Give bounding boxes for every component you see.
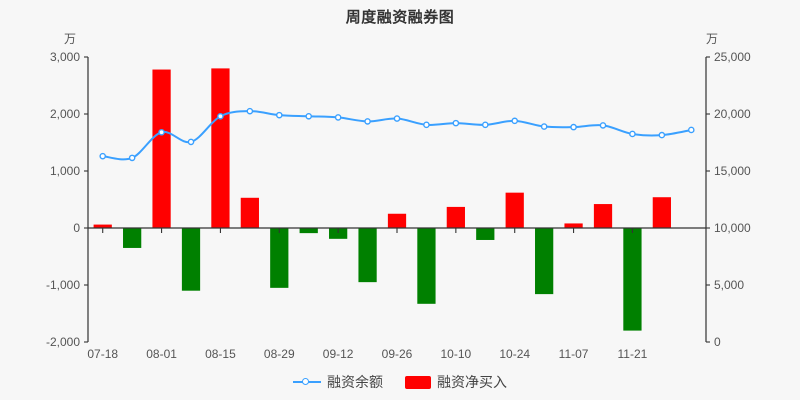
left-y-tick-label: 3,000 xyxy=(50,50,80,64)
line-data-point[interactable] xyxy=(158,128,165,136)
left-y-tick-label: -1,000 xyxy=(46,278,80,292)
bar-negative[interactable] xyxy=(623,228,642,331)
x-tick-label: 09-12 xyxy=(323,347,354,361)
line-data-point[interactable] xyxy=(305,112,313,120)
right-y-tick-label: 15,000 xyxy=(714,164,751,178)
left-y-tick-label: 2,000 xyxy=(50,107,80,121)
chart-title: 周度融资融券图 xyxy=(345,9,455,26)
line-data-point[interactable] xyxy=(275,111,283,119)
line-data-point[interactable] xyxy=(511,117,519,125)
x-tick-label: 08-01 xyxy=(146,347,177,361)
line-data-point[interactable] xyxy=(658,131,666,139)
right-y-tick-label: 5,000 xyxy=(714,278,744,292)
right-y-tick-label: 20,000 xyxy=(714,107,751,121)
x-tick-label: 10-24 xyxy=(499,347,530,361)
line-data-point[interactable] xyxy=(423,121,430,129)
bar-series-net-buy xyxy=(93,68,671,331)
bar-positive[interactable] xyxy=(240,197,259,228)
bar-positive[interactable] xyxy=(652,197,671,228)
bar-positive[interactable] xyxy=(593,204,613,228)
bar-positive[interactable] xyxy=(446,206,465,228)
line-data-point[interactable] xyxy=(629,130,636,138)
line-data-point[interactable] xyxy=(452,119,460,127)
bar-negative[interactable] xyxy=(181,228,201,291)
bar-negative[interactable] xyxy=(535,228,554,295)
left-y-tick-label: 0 xyxy=(73,221,80,235)
bar-negative[interactable] xyxy=(417,228,436,304)
bar-positive[interactable] xyxy=(564,223,583,228)
bar-negative[interactable] xyxy=(299,228,318,234)
chart-legend: 融资余额 融资净买入 xyxy=(0,372,800,392)
x-tick-label: 08-29 xyxy=(264,347,295,361)
x-tick-label: 08-15 xyxy=(205,347,236,361)
line-series-balance xyxy=(99,107,695,162)
bar-negative[interactable] xyxy=(476,228,495,240)
bar-negative[interactable] xyxy=(329,228,348,239)
left-y-tick-label: 1,000 xyxy=(50,164,80,178)
legend-item-net-buy[interactable]: 融资净买入 xyxy=(405,372,507,392)
line-marker-icon xyxy=(293,376,321,388)
line-data-point[interactable] xyxy=(246,107,254,115)
bar-positive[interactable] xyxy=(152,69,171,228)
line-data-point[interactable] xyxy=(217,112,224,120)
right-y-tick-label: 0 xyxy=(714,335,721,349)
bar-negative[interactable] xyxy=(123,228,142,248)
bar-positive[interactable] xyxy=(505,192,524,228)
x-tick-label: 07-18 xyxy=(87,347,118,361)
line-data-point[interactable] xyxy=(687,126,695,134)
line-data-point[interactable] xyxy=(393,115,401,122)
legend-label-net-buy: 融资净买入 xyxy=(437,374,507,390)
right-y-tick-label: 10,000 xyxy=(714,221,751,235)
line-data-point[interactable] xyxy=(599,122,607,129)
left-y-tick-label: -2,000 xyxy=(46,335,80,349)
line-data-point[interactable] xyxy=(187,138,195,146)
line-data-point[interactable] xyxy=(99,152,107,160)
line-data-point[interactable] xyxy=(481,121,489,129)
bar-negative[interactable] xyxy=(270,228,289,288)
line-data-point[interactable] xyxy=(540,123,548,130)
line-data-point[interactable] xyxy=(128,154,136,162)
x-tick-label: 09-26 xyxy=(382,347,413,361)
bar-positive[interactable] xyxy=(387,213,407,228)
x-axis: 07-18 08-01 08-15 08-29 09-12 09-26 10-10 10-24… xyxy=(87,228,648,361)
left-y-axis: 3,000 2,000 1,000 0 -1,000 -2,000 xyxy=(46,50,89,349)
right-y-axis: 25,000 20,000 15,000 10,000 5,000 0 xyxy=(705,50,751,349)
legend-label-balance: 融资余额 xyxy=(327,374,383,390)
left-axis-unit-label: 万 xyxy=(64,32,77,46)
x-tick-label: 10-10 xyxy=(441,347,472,361)
right-axis-unit-label: 万 xyxy=(706,32,719,46)
right-y-tick-label: 25,000 xyxy=(714,50,751,64)
bar-positive[interactable] xyxy=(211,68,230,229)
legend-item-balance[interactable]: 融资余额 xyxy=(293,372,383,392)
line-data-point[interactable] xyxy=(334,114,342,121)
line-data-point[interactable] xyxy=(364,118,371,125)
box-marker-icon xyxy=(405,375,431,389)
bar-negative[interactable] xyxy=(358,228,377,283)
x-tick-label: 11-07 xyxy=(559,347,589,361)
x-tick-label: 11-21 xyxy=(618,347,648,361)
bar-positive[interactable] xyxy=(93,224,112,228)
line-data-point[interactable] xyxy=(570,123,577,131)
